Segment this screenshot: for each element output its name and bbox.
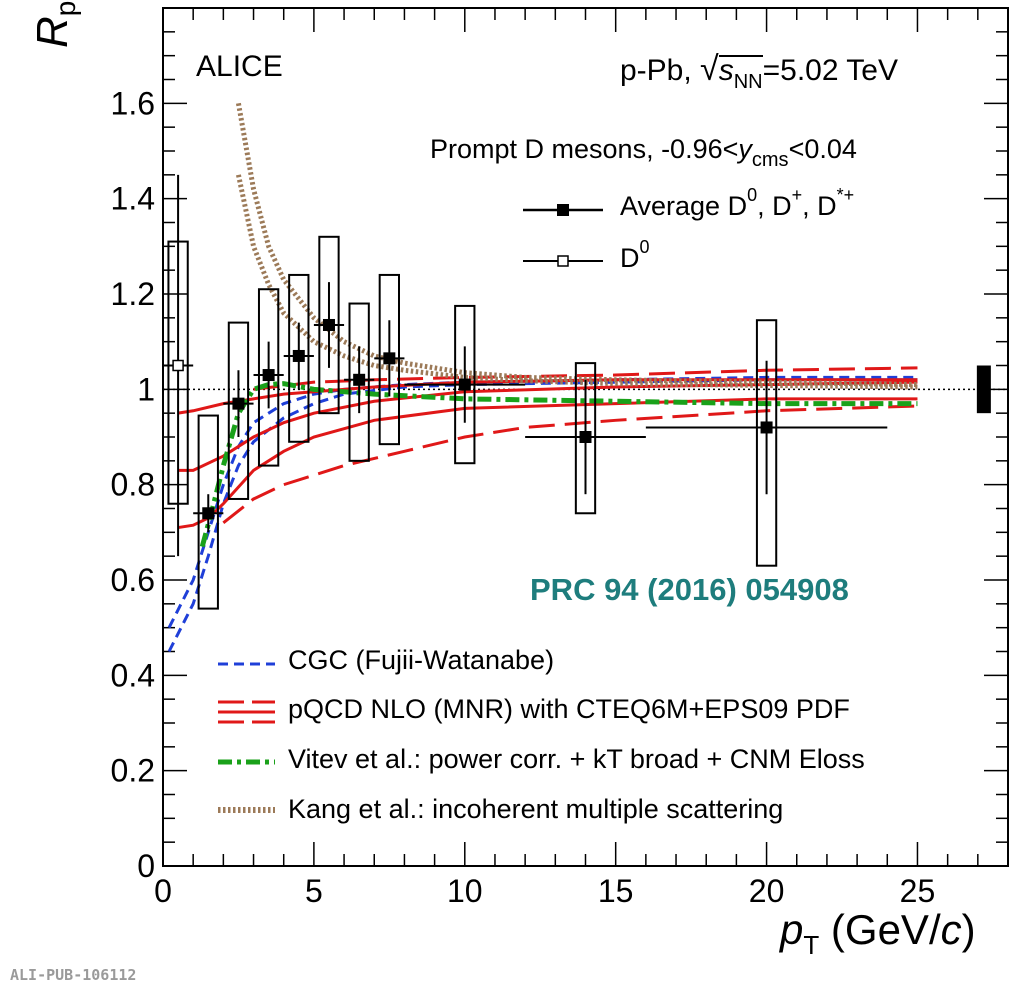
model-curve-brown: [235, 102, 918, 388]
experiment-label: ALICE: [196, 50, 283, 83]
legend-entry-kang: Kang et al.: incoherent multiple scatter…: [288, 794, 784, 824]
legend-entry-d0: D0: [620, 238, 650, 274]
y-tick-label: 0.2: [111, 753, 155, 789]
y-tick-label: 0.8: [111, 467, 155, 503]
x-tick-label: 5: [305, 873, 323, 909]
y-tick-label: 0: [137, 848, 155, 884]
y-axis-title: RpPb: [10, 0, 81, 120]
collision-system-label: p-Pb, √sNN=5.02 TeV: [620, 50, 899, 92]
axis-ticks: [162, 7, 1009, 867]
legend-average-sup3: *+: [836, 185, 855, 205]
model-curves: [167, 102, 918, 653]
nn-subscript: NN: [733, 71, 763, 93]
y-tick-label: 1.6: [111, 85, 155, 121]
legend-average-text: Average D: [620, 191, 748, 221]
syst-box: [755, 319, 778, 567]
model-curve-red: [222, 404, 918, 524]
syst-box: [257, 288, 280, 467]
system-prefix: p-Pb,: [620, 54, 701, 87]
data-point-average: [322, 318, 335, 331]
x-tick-label: 20: [749, 873, 785, 909]
selection-text: Prompt D mesons, -0.96<: [430, 134, 739, 164]
data-points: [163, 174, 991, 610]
x-axis-unit-b: ): [961, 906, 976, 953]
y-axis-sub: pPb: [50, 0, 81, 16]
syst-box: [348, 302, 370, 462]
rapidity-symbol: y: [738, 134, 752, 164]
data-point-average: [353, 373, 366, 386]
s-symbol: s: [718, 54, 734, 87]
x-axis-unit-c: c: [940, 906, 962, 953]
sqrt-sign: √: [700, 50, 719, 88]
data-point-average: [262, 369, 275, 382]
legend-d0-marker: [557, 255, 569, 267]
model-curve-blue: [167, 378, 918, 653]
legend-entry-vitev: Vitev et al.: power corr. + kT broad + C…: [288, 744, 865, 774]
x-tick-label: 0: [154, 873, 172, 909]
x-tick-label: 10: [447, 873, 483, 909]
model-curve-green: [199, 381, 918, 548]
syst-box: [197, 414, 219, 610]
data-point-average: [292, 349, 305, 362]
y-tick-labels: 0 0.2 0.4 0.6 0.8 1 1.2 1.4 1.6: [111, 85, 155, 884]
y-tick-label: 1.4: [111, 181, 155, 217]
legend-average-sup2: +: [791, 185, 803, 205]
data-point-average: [760, 421, 773, 434]
data-point-average: [202, 507, 215, 520]
x-axis-unit-a: (GeV/: [819, 906, 941, 953]
legend-entry-average: Average D0, D+, D*+: [620, 186, 854, 222]
x-axis-p: p: [780, 906, 804, 953]
legend-d0-sup: 0: [639, 237, 650, 257]
y-tick-label: 1: [137, 371, 155, 407]
data-point-average: [458, 378, 471, 391]
syst-box: [574, 362, 597, 515]
syst-box: [227, 321, 250, 500]
rapidity-subscript: cms: [751, 149, 789, 171]
publication-reference: PRC 94 (2016) 054908: [530, 572, 849, 607]
legend-average-text2: , D: [757, 191, 792, 221]
data-point-average: [232, 397, 245, 410]
legend-average-marker: [557, 204, 569, 216]
x-axis-title: pT (GeV/c): [780, 906, 976, 961]
selection-suffix: <0.04: [788, 134, 857, 164]
syst-box: [378, 273, 400, 446]
legend-entry-pqcd: pQCD NLO (MNR) with CTEQ6M+EPS09 PDF: [288, 694, 850, 724]
syst-box: [288, 273, 310, 443]
y-tick-label: 1.2: [111, 276, 155, 312]
x-tick-labels: 0 5 10 15 20 25: [154, 873, 935, 909]
normalization-uncertainty-box: [976, 365, 991, 414]
energy-label: =5.02 TeV: [762, 54, 899, 87]
y-axis-main: R: [28, 16, 77, 48]
footer-id: ALI-PUB-106112: [10, 966, 137, 984]
y-tick-label: 0.4: [111, 657, 155, 693]
data-point-average: [383, 352, 396, 365]
x-tick-label: 25: [900, 873, 936, 909]
legend-average-text3: , D: [802, 191, 837, 221]
legend-markers: [218, 204, 603, 813]
data-point-average: [579, 431, 592, 443]
selection-label: Prompt D mesons, -0.96<ycms<0.04: [430, 134, 857, 170]
legend-average-sup1: 0: [747, 185, 758, 205]
y-tick-label: 0.6: [111, 562, 155, 598]
legend-entry-cgc: CGC (Fujii-Watanabe): [288, 645, 555, 675]
x-tick-label: 15: [598, 873, 634, 909]
legend-d0-text: D: [620, 243, 640, 273]
model-curve-brown: [236, 174, 918, 390]
x-axis-p-sub: T: [803, 930, 820, 960]
data-point-d0: [172, 359, 184, 372]
